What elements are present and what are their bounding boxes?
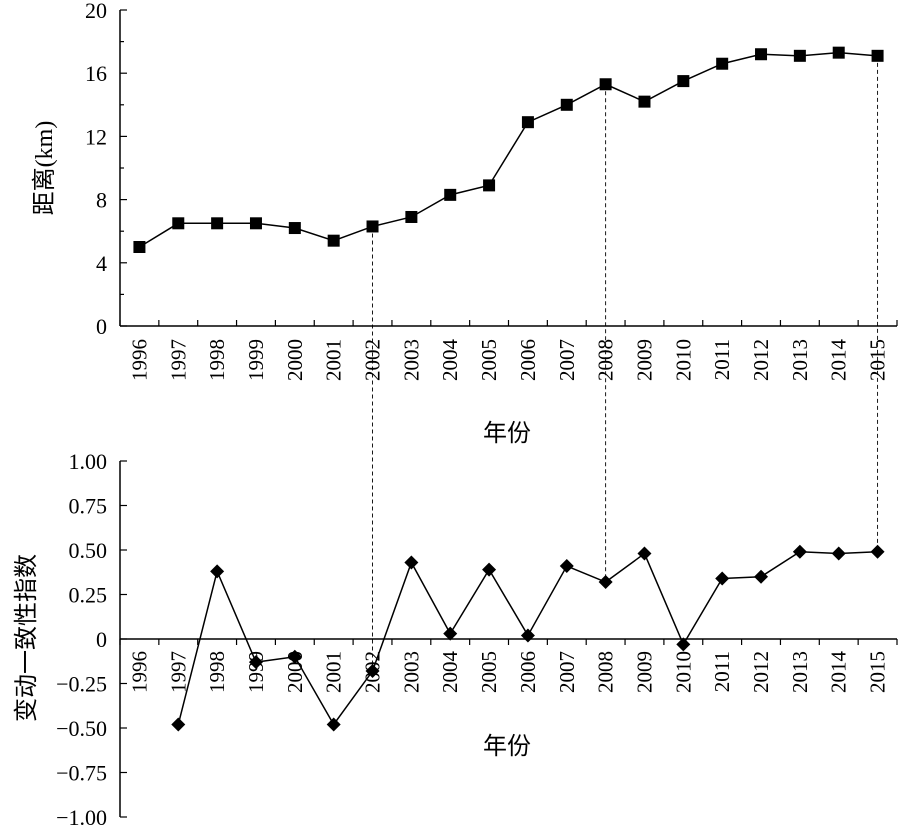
distance-y-tick-label: 0 xyxy=(96,314,107,339)
distance-x-tick-label: 1998 xyxy=(205,339,229,381)
distance-x-tick-label: 2006 xyxy=(516,339,540,381)
consistency-x-tick-label: 2015 xyxy=(866,651,890,693)
consistency-series xyxy=(171,544,885,732)
distance-point xyxy=(716,57,729,70)
consistency-point xyxy=(404,555,419,570)
distance-point xyxy=(832,46,845,59)
distance-x-tick-label: 2011 xyxy=(710,339,734,380)
consistency-x-tick-label: 2012 xyxy=(749,651,773,693)
consistency-y-tick-label: −0.75 xyxy=(56,761,107,786)
consistency-x-tick-label: 2008 xyxy=(594,651,618,693)
distance-x-tick-label: 2005 xyxy=(477,339,501,381)
consistency-x-tick-label: 2011 xyxy=(710,651,734,692)
consistency-point xyxy=(248,655,263,670)
distance-x-tick-label: 2009 xyxy=(632,339,656,381)
consistency-y-tick-label: 0 xyxy=(96,627,107,652)
consistency-x-axis-title: 年份 xyxy=(483,733,531,760)
consistency-axes: 1.00 0.75 0.50 0.25 0 −0.25 −0.50 −0.75 −1.00 199… xyxy=(56,449,898,829)
distance-point xyxy=(133,241,146,253)
consistency-x-tick-label: 2013 xyxy=(788,651,812,693)
distance-point xyxy=(327,234,340,247)
distance-point xyxy=(638,95,651,108)
distance-point xyxy=(444,188,457,201)
distance-x-axis-title: 年份 xyxy=(483,420,531,447)
distance-x-tick-label: 2007 xyxy=(555,339,579,381)
distance-y-tick-label: 16 xyxy=(85,61,107,86)
distance-y-tick-label: 20 xyxy=(85,0,107,23)
distance-x-tick-label: 1997 xyxy=(166,339,190,381)
consistency-x-tick-label: 2004 xyxy=(438,651,462,694)
consistency-x-tick-label: 2009 xyxy=(632,651,656,693)
distance-point xyxy=(405,210,418,223)
distance-x-tick-label: 2010 xyxy=(671,339,695,381)
consistency-point xyxy=(637,546,652,561)
consistency-x-tick-label: 2006 xyxy=(516,651,540,693)
consistency-y-tick-label: 0.50 xyxy=(69,538,108,563)
consistency-point xyxy=(831,546,846,561)
distance-point xyxy=(249,217,262,230)
distance-y-tick-label: 12 xyxy=(85,124,107,149)
consistency-point xyxy=(482,562,497,577)
consistency-x-tick-label: 2001 xyxy=(322,651,346,693)
distance-x-tick-label: 2014 xyxy=(827,339,851,382)
distance-x-tick-label: 2013 xyxy=(788,339,812,381)
consistency-x-tick-label: 1997 xyxy=(166,651,190,693)
consistency-point xyxy=(559,559,574,574)
distance-x-tick-label: 2004 xyxy=(438,339,462,382)
consistency-point xyxy=(520,628,535,643)
consistency-x-tick-label: 2005 xyxy=(477,651,501,693)
consistency-y-axis-title: 变动一致性指数 xyxy=(13,554,40,722)
consistency-point xyxy=(326,717,341,732)
consistency-point xyxy=(676,637,691,652)
consistency-chart: 1.00 0.75 0.50 0.25 0 −0.25 −0.50 −0.75 −1.00 199… xyxy=(13,449,898,829)
consistency-point xyxy=(287,649,302,664)
consistency-point xyxy=(443,626,458,641)
consistency-point xyxy=(171,717,186,732)
distance-point xyxy=(172,217,185,230)
consistency-x-tick-label: 1996 xyxy=(127,651,151,693)
consistency-point xyxy=(210,564,225,579)
consistency-point xyxy=(792,544,807,559)
guide-lines xyxy=(372,55,879,672)
distance-point xyxy=(211,217,224,230)
consistency-point xyxy=(715,571,730,586)
consistency-point xyxy=(754,569,769,584)
distance-point xyxy=(793,49,806,62)
consistency-y-tick-label: 0.25 xyxy=(69,583,108,608)
consistency-point xyxy=(870,544,885,559)
distance-series xyxy=(133,46,884,253)
consistency-x-tick-label: 2007 xyxy=(555,651,579,693)
distance-x-tick-label: 1999 xyxy=(244,339,268,381)
consistency-y-tick-label: 0.75 xyxy=(69,494,108,519)
distance-point xyxy=(521,116,534,129)
distance-point xyxy=(677,75,690,88)
distance-point xyxy=(755,48,768,61)
consistency-y-tick-label: 1.00 xyxy=(69,449,108,474)
distance-point xyxy=(560,98,573,111)
consistency-y-tick-label: −1.00 xyxy=(56,805,107,829)
distance-y-axis-title: 距离(km) xyxy=(31,121,58,216)
distance-series-line xyxy=(139,51,878,248)
consistency-x-tick-label: 1998 xyxy=(205,651,229,693)
distance-x-tick-label: 2000 xyxy=(283,339,307,381)
distance-x-tick-label: 2003 xyxy=(399,339,423,381)
consistency-x-tick-label: 2003 xyxy=(399,651,423,693)
consistency-y-tick-label: −0.25 xyxy=(56,672,107,697)
distance-point xyxy=(288,222,301,235)
distance-y-tick-label: 4 xyxy=(96,251,107,276)
distance-x-tick-label: 2012 xyxy=(749,339,773,381)
distance-point xyxy=(483,179,496,192)
consistency-y-tick-label: −0.50 xyxy=(56,716,107,741)
consistency-x-tick-label: 2014 xyxy=(827,651,851,694)
distance-x-tick-label: 2001 xyxy=(322,339,346,381)
distance-y-tick-label: 8 xyxy=(96,188,107,213)
consistency-x-tick-label: 2010 xyxy=(671,651,695,693)
distance-x-tick-label: 1996 xyxy=(127,339,151,381)
